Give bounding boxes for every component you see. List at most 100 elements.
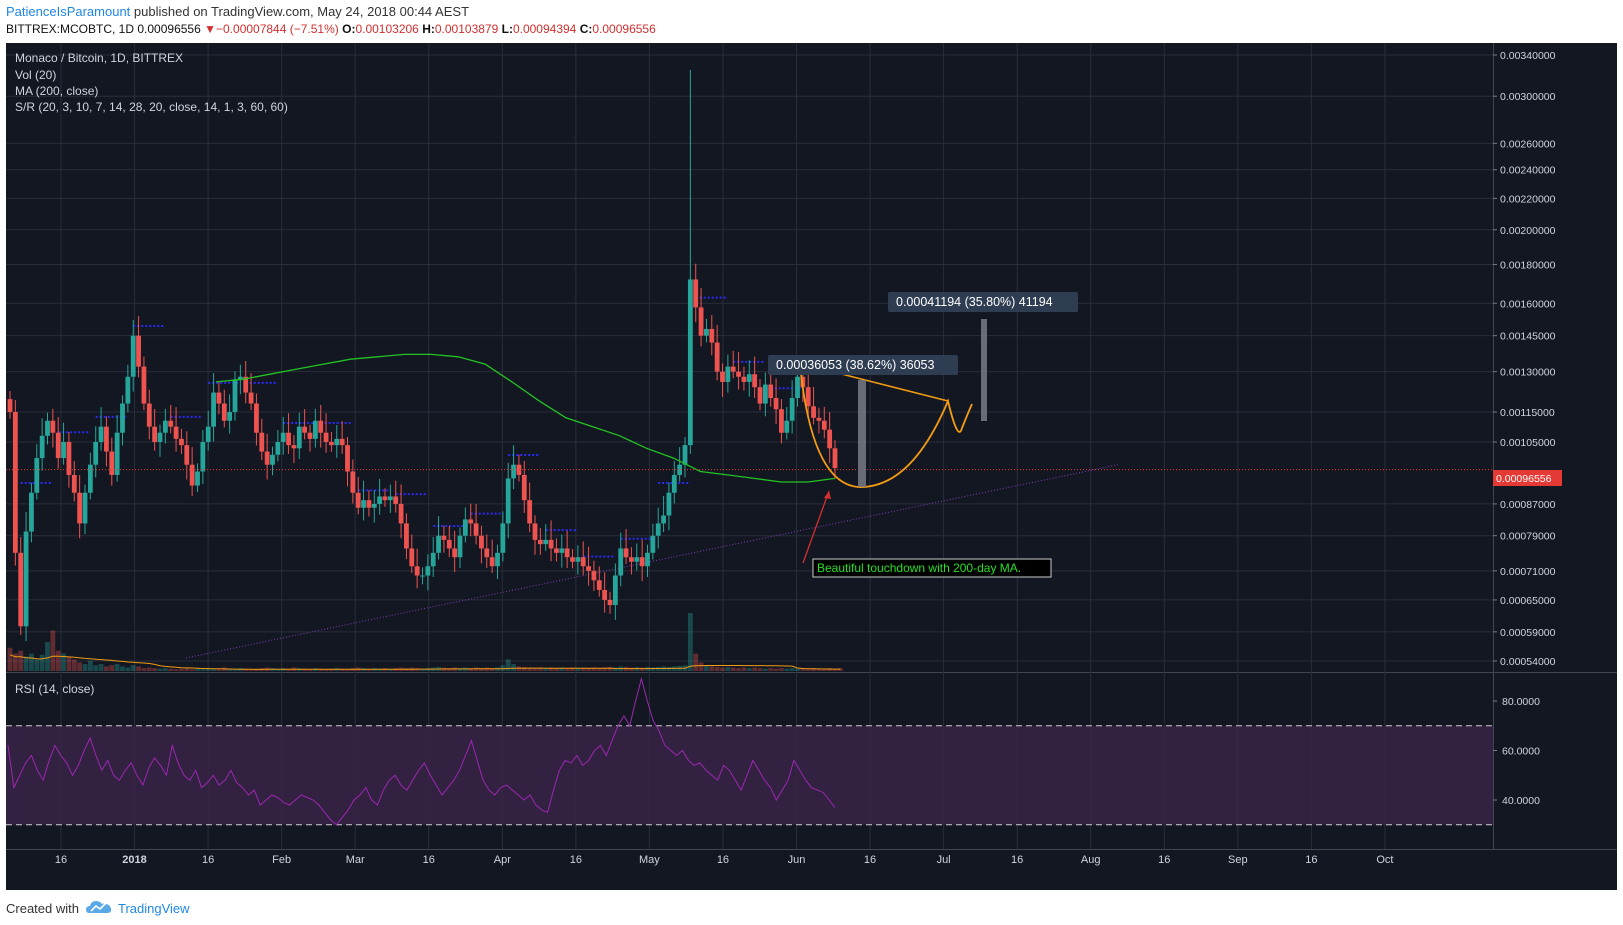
- candle-body: [596, 580, 602, 590]
- candle-body: [211, 392, 216, 427]
- author-link[interactable]: PatienceIsParamount: [6, 4, 131, 19]
- time-tick-label: 16: [570, 854, 582, 866]
- volume-bar: [136, 666, 141, 671]
- price-tick-label: 0.00200000: [1500, 225, 1556, 237]
- price-tick-label: 0.00160000: [1500, 298, 1556, 310]
- volume-bar: [607, 666, 613, 671]
- volume-bar: [559, 667, 565, 671]
- time-tick-label: 16: [55, 854, 67, 866]
- candle-body: [827, 429, 833, 449]
- volume-bar: [591, 667, 597, 671]
- candle-body: [39, 435, 45, 459]
- candle-body: [264, 451, 270, 465]
- candle-body: [393, 496, 399, 504]
- volume-bar: [789, 668, 795, 671]
- volume-bar: [779, 668, 784, 671]
- candle-body: [377, 496, 383, 504]
- volume-bar: [554, 668, 559, 671]
- volume-bar: [752, 667, 758, 671]
- volume-bar: [302, 668, 308, 671]
- candle-body: [623, 548, 629, 558]
- candle-body: [66, 441, 72, 475]
- candle-body: [104, 426, 109, 452]
- tradingview-link[interactable]: TradingView: [118, 901, 190, 916]
- legend-title: Monaco / Bitcoin, 1D, BITTREX: [15, 51, 183, 65]
- chart-area[interactable]: 0.00340000 0.00300000 0.00260000 0.00240000…: [6, 43, 1617, 890]
- volume-bar: [821, 668, 827, 671]
- candle-body: [441, 535, 447, 540]
- volume-bar: [211, 668, 216, 671]
- candle-body: [307, 432, 313, 439]
- created-with-label: Created with: [6, 901, 79, 916]
- price-tick-label: 0.00065000: [1500, 595, 1556, 607]
- volume-bar: [548, 667, 554, 671]
- time-tick-label: 2018: [122, 854, 146, 866]
- grid-lines: [6, 43, 1617, 850]
- volume-bar: [179, 668, 184, 671]
- legend-sr: S/R (20, 3, 10, 7, 14, 28, 20, close, 14…: [15, 100, 288, 114]
- candle-body: [425, 566, 431, 576]
- volume-bar: [532, 668, 538, 671]
- candle-body: [200, 441, 206, 472]
- volume-bar: [736, 668, 741, 671]
- candle-body: [205, 426, 211, 442]
- volume-bar: [580, 667, 586, 671]
- volume-bar: [741, 667, 747, 671]
- price-tick-label: 0.00079000: [1500, 531, 1556, 543]
- measure-box-2: [888, 292, 1078, 312]
- candle-body: [736, 371, 741, 377]
- volume-bar: [768, 668, 774, 671]
- candle-body: [152, 426, 158, 442]
- price-tick-label: 0.00145000: [1500, 331, 1556, 343]
- last-price-tag: [1493, 470, 1562, 486]
- candle-body: [602, 589, 608, 600]
- volume-bar: [189, 669, 195, 671]
- volume-bar: [629, 667, 634, 671]
- candle-body: [618, 548, 624, 576]
- candle-body: [746, 374, 752, 382]
- candle-body: [725, 366, 731, 382]
- volume-bar: [543, 668, 549, 671]
- candle-body: [741, 376, 747, 382]
- candle-body: [671, 474, 677, 493]
- candle-body: [168, 420, 174, 427]
- volume-bar: [29, 653, 34, 671]
- candle-body: [436, 535, 441, 553]
- price-tick-label: 0.00130000: [1500, 367, 1556, 379]
- price-chart-svg[interactable]: 0.00340000 0.00300000 0.00260000 0.00240000…: [6, 43, 1617, 890]
- last-price: 0.00096556: [137, 22, 201, 36]
- candle-body: [270, 454, 275, 465]
- volume-bar: [61, 653, 66, 671]
- candle-body: [816, 417, 822, 421]
- volume-bar: [23, 656, 29, 671]
- candle-body: [452, 548, 458, 558]
- volume-bar: [564, 668, 570, 671]
- candle-body: [757, 387, 763, 404]
- price-tick-label: 0.00059000: [1500, 627, 1556, 639]
- candle-body: [693, 279, 699, 308]
- candle-body: [221, 403, 227, 421]
- time-tick-label: 16: [1158, 854, 1170, 866]
- candle-body: [586, 566, 591, 571]
- cup-and-handle-curve: [799, 364, 973, 488]
- volume-bar: [366, 668, 372, 671]
- candle-body: [821, 420, 827, 430]
- candle-body: [254, 403, 259, 433]
- price-tick-label: 0.00105000: [1500, 437, 1556, 449]
- candle-body: [414, 566, 420, 576]
- volume-bar: [12, 653, 18, 671]
- candle-body: [109, 451, 115, 475]
- ohlc-line: BITTREX:MCOBTC, 1D 0.00096556 ▼−0.000078…: [6, 22, 656, 36]
- volume-bar: [275, 668, 281, 671]
- candle-body: [286, 432, 291, 446]
- candle-body: [795, 376, 800, 399]
- ma-200-polyline: [215, 353, 836, 483]
- candle-body: [789, 398, 795, 421]
- candle-body: [607, 599, 613, 606]
- rsi-line: [7, 676, 836, 826]
- volume-bar: [82, 664, 88, 671]
- volume-bar: [243, 668, 249, 671]
- candle-body: [634, 557, 640, 562]
- candle-body: [173, 426, 179, 439]
- footer: Created with TradingView: [0, 890, 1623, 925]
